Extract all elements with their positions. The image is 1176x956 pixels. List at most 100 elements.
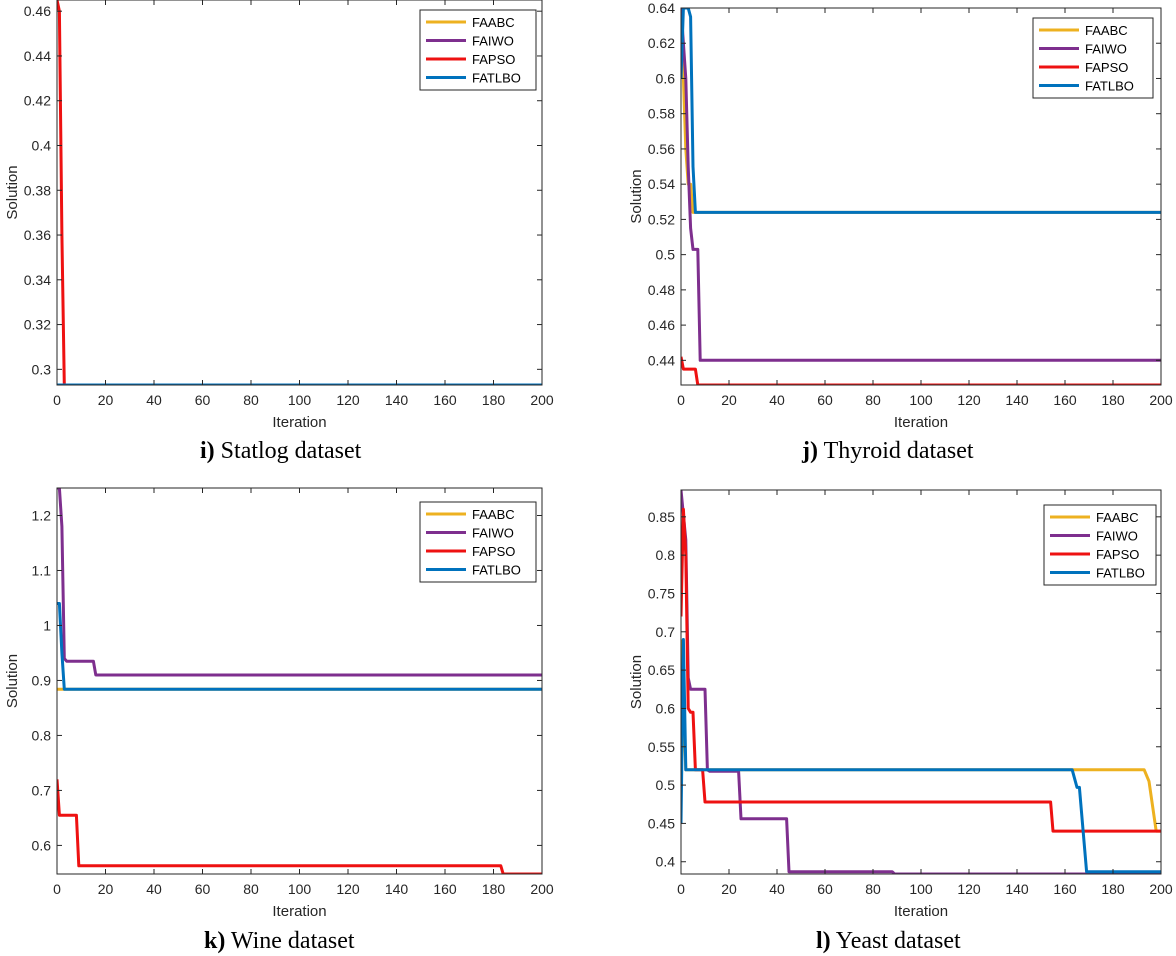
x-tick-label: 20 [721, 881, 737, 897]
legend-label-faiwo: FAIWO [1085, 42, 1127, 57]
legend-label-fapso: FAPSO [1096, 547, 1139, 562]
caption-letter: j) [802, 438, 818, 464]
y-tick-label: 0.54 [648, 176, 675, 192]
legend-label-faabc: FAABC [1096, 510, 1139, 525]
x-tick-label: 60 [195, 392, 211, 408]
y-tick-label: 0.7 [32, 782, 52, 798]
series-group [57, 488, 542, 874]
y-tick-label: 0.56 [648, 141, 675, 157]
chart-panel-4: 0 20 40 60 80 100 120 140 160 180 200 0.4 0.45 0.5 0.5… [628, 489, 1173, 920]
series-group [681, 8, 1161, 385]
x-tick-label: 0 [53, 881, 61, 897]
legend-label-fatlbo: FATLBO [1085, 79, 1134, 94]
x-tick-label: 0 [53, 392, 61, 408]
caption-letter: k) [204, 928, 226, 954]
chart-panel-3: 0 20 40 60 80 100 120 140 160 180 200 0.6 0.7 0.8 0.9 1… [4, 487, 554, 920]
x-tick-label: 120 [336, 881, 360, 897]
legend: FAABC FAIWO FAPSO FATLBO [1043, 504, 1157, 586]
legend: FAABC FAIWO FAPSO FATLBO [419, 501, 537, 583]
legend-label-faabc: FAABC [472, 507, 515, 522]
y-tick-label: 0.45 [648, 815, 675, 831]
caption-text: Thyroid dataset [823, 438, 974, 464]
legend: FAABC FAIWO FAPSO FATLBO [1032, 17, 1154, 99]
y-tick-label: 0.46 [24, 3, 51, 19]
x-tick-label: 80 [865, 392, 881, 408]
y-tick-label: 1.1 [32, 562, 52, 578]
x-tick-label: 160 [1053, 881, 1077, 897]
x-tick-label: 40 [769, 881, 785, 897]
y-tick-label: 0.32 [24, 317, 51, 333]
caption-i: i) Statlog dataset [200, 438, 361, 465]
x-tick-label: 0 [677, 881, 685, 897]
x-tick-label: 180 [482, 392, 506, 408]
series-line-fatlbo [681, 638, 1161, 874]
x-axis-label: Iteration [894, 414, 948, 431]
x-axis-label: Iteration [894, 903, 948, 920]
x-tick-label: 40 [146, 392, 162, 408]
y-tick-label: 0.38 [24, 182, 51, 198]
y-tick-label: 0.64 [648, 0, 675, 16]
y-tick-label: 0.55 [648, 739, 675, 755]
x-tick-label: 60 [817, 392, 833, 408]
x-tick-label: 160 [1053, 392, 1077, 408]
legend-label-fapso: FAPSO [1085, 60, 1128, 75]
x-tick-label: 140 [1005, 881, 1029, 897]
x-tick-label: 60 [195, 881, 211, 897]
chart-panel-2: 0 20 40 60 80 100 120 140 160 180 200 0.44 0.46 0.48 0… [628, 0, 1173, 431]
x-tick-label: 140 [1005, 392, 1029, 408]
y-tick-label: 0.4 [32, 137, 52, 153]
y-tick-label: 0.8 [656, 547, 676, 563]
legend-label-fatlbo: FATLBO [1096, 566, 1145, 581]
series-line-fapso [681, 507, 1161, 833]
x-tick-label: 80 [243, 881, 259, 897]
legend-label-faiwo: FAIWO [472, 526, 514, 541]
legend-label-fapso: FAPSO [472, 544, 515, 559]
x-tick-label: 40 [769, 392, 785, 408]
x-tick-label: 120 [957, 392, 981, 408]
x-tick-label: 20 [721, 392, 737, 408]
y-tick-label: 0.48 [648, 282, 675, 298]
x-tick-label: 20 [98, 392, 114, 408]
legend-label-faiwo: FAIWO [1096, 529, 1138, 544]
x-tick-label: 0 [677, 392, 685, 408]
caption-text: Statlog dataset [220, 438, 362, 464]
y-tick-label: 0.62 [648, 35, 675, 51]
x-tick-label: 120 [336, 392, 360, 408]
y-tick-label: 0.6 [656, 70, 676, 86]
legend-label-fatlbo: FATLBO [472, 71, 521, 86]
x-tick-label: 200 [1149, 881, 1173, 897]
chart-panel-1: 0 20 40 60 80 100 120 140 160 180 200 0.3 0.32 0.34 0.… [4, 0, 554, 431]
legend-label-faabc: FAABC [472, 15, 515, 30]
x-tick-label: 100 [288, 392, 312, 408]
y-tick-label: 0.44 [24, 48, 51, 64]
legend: FAABC FAIWO FAPSO FATLBO [419, 9, 537, 91]
y-tick-label: 0.65 [648, 662, 675, 678]
series-line-faiwo [681, 8, 1161, 362]
y-tick-label: 0.75 [648, 585, 675, 601]
y-tick-label: 0.6 [656, 700, 676, 716]
x-tick-label: 20 [98, 881, 114, 897]
y-tick-label: 0.34 [24, 272, 51, 288]
x-tick-label: 100 [288, 881, 312, 897]
y-tick-label: 0.6 [32, 837, 52, 853]
x-tick-label: 140 [385, 881, 409, 897]
legend-label-fapso: FAPSO [472, 52, 515, 67]
series-line-fatlbo [681, 8, 1161, 214]
x-axis-label: Iteration [272, 414, 326, 431]
y-tick-label: 0.46 [648, 317, 675, 333]
x-tick-label: 60 [817, 881, 833, 897]
caption-j: j) Thyroid dataset [802, 438, 974, 465]
x-tick-label: 40 [146, 881, 162, 897]
x-tick-label: 80 [243, 392, 259, 408]
x-tick-label: 200 [530, 392, 554, 408]
y-axis-label: Solution [4, 165, 21, 219]
caption-l: l) Yeast dataset [816, 928, 961, 955]
legend-label-faabc: FAABC [1085, 23, 1128, 38]
y-tick-label: 0.3 [32, 361, 52, 377]
y-axis-label: Solution [628, 655, 645, 709]
caption-text: Yeast dataset [835, 928, 961, 954]
y-tick-label: 0.8 [32, 727, 52, 743]
x-tick-label: 80 [865, 881, 881, 897]
x-tick-label: 100 [909, 881, 933, 897]
